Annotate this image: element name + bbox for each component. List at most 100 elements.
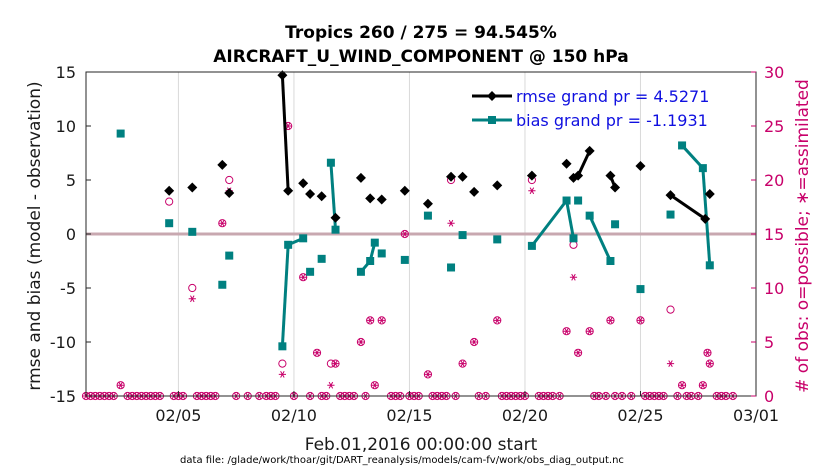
bias-segment (280, 244, 290, 347)
rmse-point (700, 213, 711, 224)
rmse-segment (669, 193, 707, 221)
obs-possible-point (165, 197, 174, 206)
bias-point (636, 285, 645, 294)
y-right-tick-label: 15 (764, 225, 784, 244)
y-right-tick-label: 0 (764, 387, 774, 406)
bias-segment (565, 200, 575, 239)
bias-segment (530, 199, 568, 247)
y-left-tick-label: 5 (66, 171, 76, 190)
rmse-point (457, 171, 468, 182)
rmse-segment (576, 150, 592, 177)
bias-point (527, 241, 536, 250)
bias-point (306, 267, 315, 276)
rmse-point (316, 191, 327, 202)
obs-assimilated-point (470, 338, 478, 346)
obs-possible-point (278, 359, 287, 368)
obs-assimilated-point (299, 273, 307, 281)
obs-assimilated-point (357, 338, 365, 346)
obs-assimilated-point (703, 349, 712, 357)
rmse-point (355, 172, 366, 183)
x-tick-label: 02/25 (617, 406, 663, 425)
y-right-tick-label: 25 (764, 117, 784, 136)
y-right-tick-label: 20 (764, 171, 784, 190)
y-left-tick-label: -10 (50, 333, 76, 352)
x-tick-label: 02/10 (271, 406, 317, 425)
rmse-point (305, 189, 316, 200)
bias-point (569, 234, 578, 243)
obs-assimilated-point (331, 360, 340, 367)
footer-data-file: data file: /glade/work/thoar/git/DART_re… (180, 455, 624, 466)
obs-assimilated-point (424, 371, 432, 378)
obs-assimilated-point (569, 273, 578, 281)
bias-point (705, 261, 714, 270)
obs-assimilated-point (401, 230, 409, 238)
bias-point (585, 211, 594, 220)
bias-point (611, 220, 620, 229)
y-left-tick-label: -15 (50, 387, 76, 406)
obs-assimilated-point (666, 360, 675, 367)
y-axis-label-right: # of obs: o=possible; ∗=assimilated (793, 79, 813, 393)
bias-point (698, 164, 707, 173)
obs-assimilated-point (278, 371, 286, 378)
bias-point (116, 129, 125, 138)
bias-point (678, 141, 687, 150)
bias-point (165, 219, 174, 228)
y-left-tick-label: 15 (56, 63, 76, 82)
x-axis-label: Feb.01,2016 00:00:00 start (305, 435, 538, 455)
obs-assimilated-point (313, 349, 321, 357)
rmse-point (422, 198, 433, 209)
chart-title-line2: AIRCRAFT_U_WIND_COMPONENT @ 150 hPa (213, 47, 628, 67)
bias-point (562, 196, 571, 205)
y-left-tick-label: -5 (60, 279, 76, 298)
rmse-point (376, 194, 387, 205)
bias-point (284, 240, 293, 249)
obs-assimilated-point (458, 360, 467, 367)
x-tick-label: 02/15 (386, 406, 432, 425)
y-left-tick-label: 0 (66, 225, 76, 244)
bias-point (225, 251, 234, 260)
x-tick-label: 02/20 (502, 406, 548, 425)
bias-point (326, 158, 335, 167)
rmse-point (526, 170, 537, 181)
rmse-point (704, 189, 715, 200)
bias-point (574, 196, 583, 205)
legend-rmse-marker (487, 91, 497, 101)
rmse-point (399, 185, 410, 196)
bias-point (317, 254, 326, 263)
obs-assimilated-point (574, 349, 582, 357)
obs-assimilated-point (678, 381, 686, 389)
rmse-segment (280, 75, 290, 191)
rmse-point (187, 182, 198, 193)
legend-bias-marker (488, 116, 496, 124)
legend-rmse-text: rmse grand pr = 4.5271 (516, 87, 709, 106)
rmse-point (469, 186, 480, 197)
obs-possible-point (225, 175, 234, 185)
rmse-point (298, 178, 309, 189)
bias-point (606, 257, 615, 265)
axis-ticks: 02/05 02/10 02/15 02/20 02/25 03/01 15 10 5 0 -5 -1… (50, 63, 785, 425)
obs-assimilated-point (218, 219, 226, 227)
rmse-point (365, 193, 376, 204)
bias-point (218, 280, 227, 289)
obs-assimilated-point (699, 381, 707, 389)
rmse-point (492, 180, 503, 191)
bias-point (423, 211, 432, 220)
bias-point (331, 225, 340, 234)
bias-point (458, 231, 467, 240)
x-tick-label: 02/05 (155, 406, 201, 425)
bias-point (666, 210, 675, 219)
rmse-point (605, 170, 616, 181)
obs-possible-point (188, 283, 197, 293)
bias-segment (588, 215, 612, 262)
x-tick-label: 03/01 (733, 406, 779, 425)
rmse-point (635, 160, 646, 171)
obs-assimilated-point (528, 187, 536, 195)
obs-possible-point (666, 305, 675, 314)
y-right-tick-label: 5 (764, 333, 774, 352)
rmse-point (277, 70, 288, 81)
obs-assimilated-point (378, 317, 386, 324)
bias-point (366, 257, 375, 265)
y-axis-label-left: rmse and bias (model - observation) (25, 81, 45, 390)
bias-point (370, 238, 379, 247)
bias-point (400, 255, 409, 264)
